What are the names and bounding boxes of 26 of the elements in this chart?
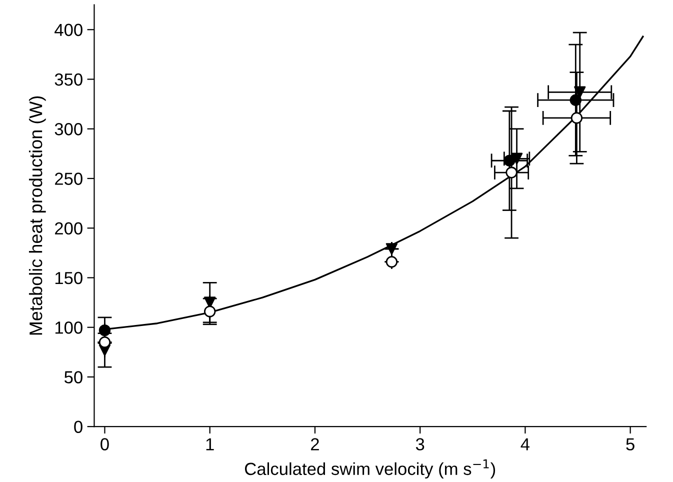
x-tick-label: 0 <box>100 438 109 450</box>
y-tick-label: 200 <box>55 222 82 235</box>
x-tick-label: 5 <box>626 438 634 450</box>
y-tick-label: 50 <box>64 371 82 384</box>
point <box>574 86 586 98</box>
x-tick-label: 2 <box>311 438 319 450</box>
point <box>570 112 583 124</box>
point <box>510 152 523 164</box>
x-tick-label: 3 <box>416 438 424 450</box>
y-tick-label: 350 <box>54 73 82 86</box>
point <box>204 306 216 318</box>
y-tick-label: 100 <box>55 322 82 334</box>
y-tick-label: 0 <box>74 420 82 434</box>
y-tick-label: 400 <box>54 24 82 36</box>
x-axis-title: Calculated swim velocity (m s$^{−1}$) <box>244 459 496 479</box>
point <box>506 166 518 178</box>
point <box>570 94 582 106</box>
y-axis-title: Metabolic heat production (W) <box>28 96 46 335</box>
y-tick-label: 150 <box>55 272 82 284</box>
point <box>98 336 111 348</box>
x-tick-label: 1 <box>206 438 214 450</box>
y-tick-label: 250 <box>55 172 82 185</box>
y-tick-label: 300 <box>54 123 82 136</box>
point <box>504 154 516 166</box>
point <box>98 324 111 336</box>
x-tick-label: 4 <box>520 438 530 450</box>
